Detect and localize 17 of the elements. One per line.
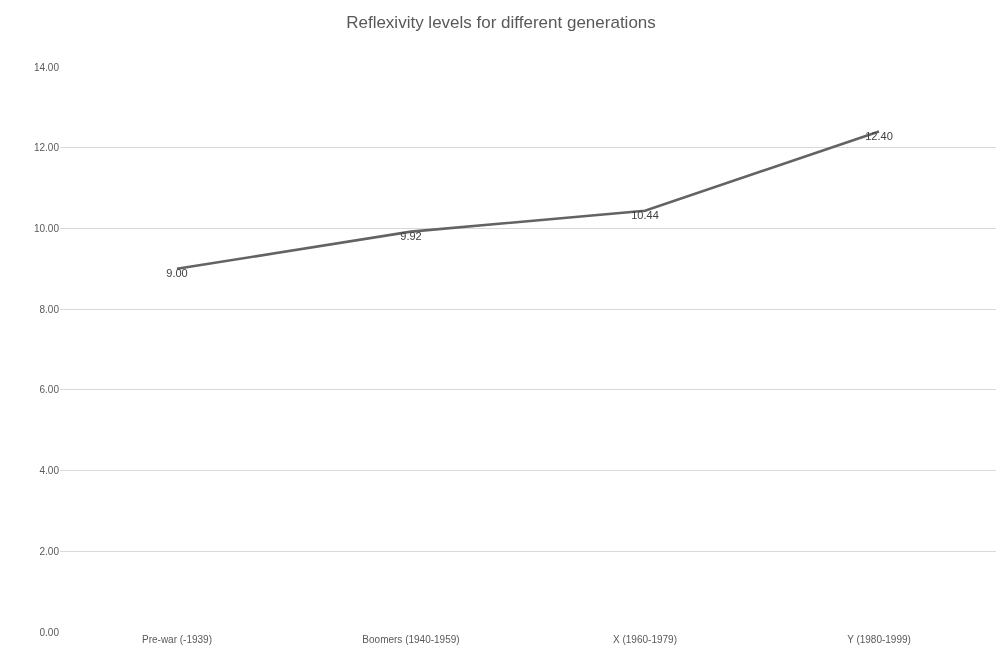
x-tick-label: X (1960-1979) (613, 634, 677, 645)
chart-title: Reflexivity levels for different generations (346, 13, 656, 33)
x-tick-label: Y (1980-1999) (847, 634, 911, 645)
x-tick-label: Boomers (1940-1959) (362, 634, 460, 645)
y-tick-label: 2.00 (39, 545, 60, 557)
data-label: 9.00 (166, 267, 188, 280)
y-tick-label: 0.00 (39, 626, 60, 638)
y-tick-label: 6.00 (39, 384, 60, 396)
data-label: 9.92 (400, 229, 422, 242)
x-tick-label: Pre-war (-1939) (141, 634, 213, 645)
data-label: 12.40 (865, 129, 893, 142)
y-tick-label: 4.00 (39, 465, 60, 477)
data-label: 10.44 (631, 208, 659, 221)
y-tick-label: 10.00 (33, 222, 60, 234)
y-tick-label: 8.00 (39, 303, 60, 315)
y-tick-label: 12.00 (33, 142, 60, 154)
y-tick-label: 14.00 (33, 61, 60, 73)
